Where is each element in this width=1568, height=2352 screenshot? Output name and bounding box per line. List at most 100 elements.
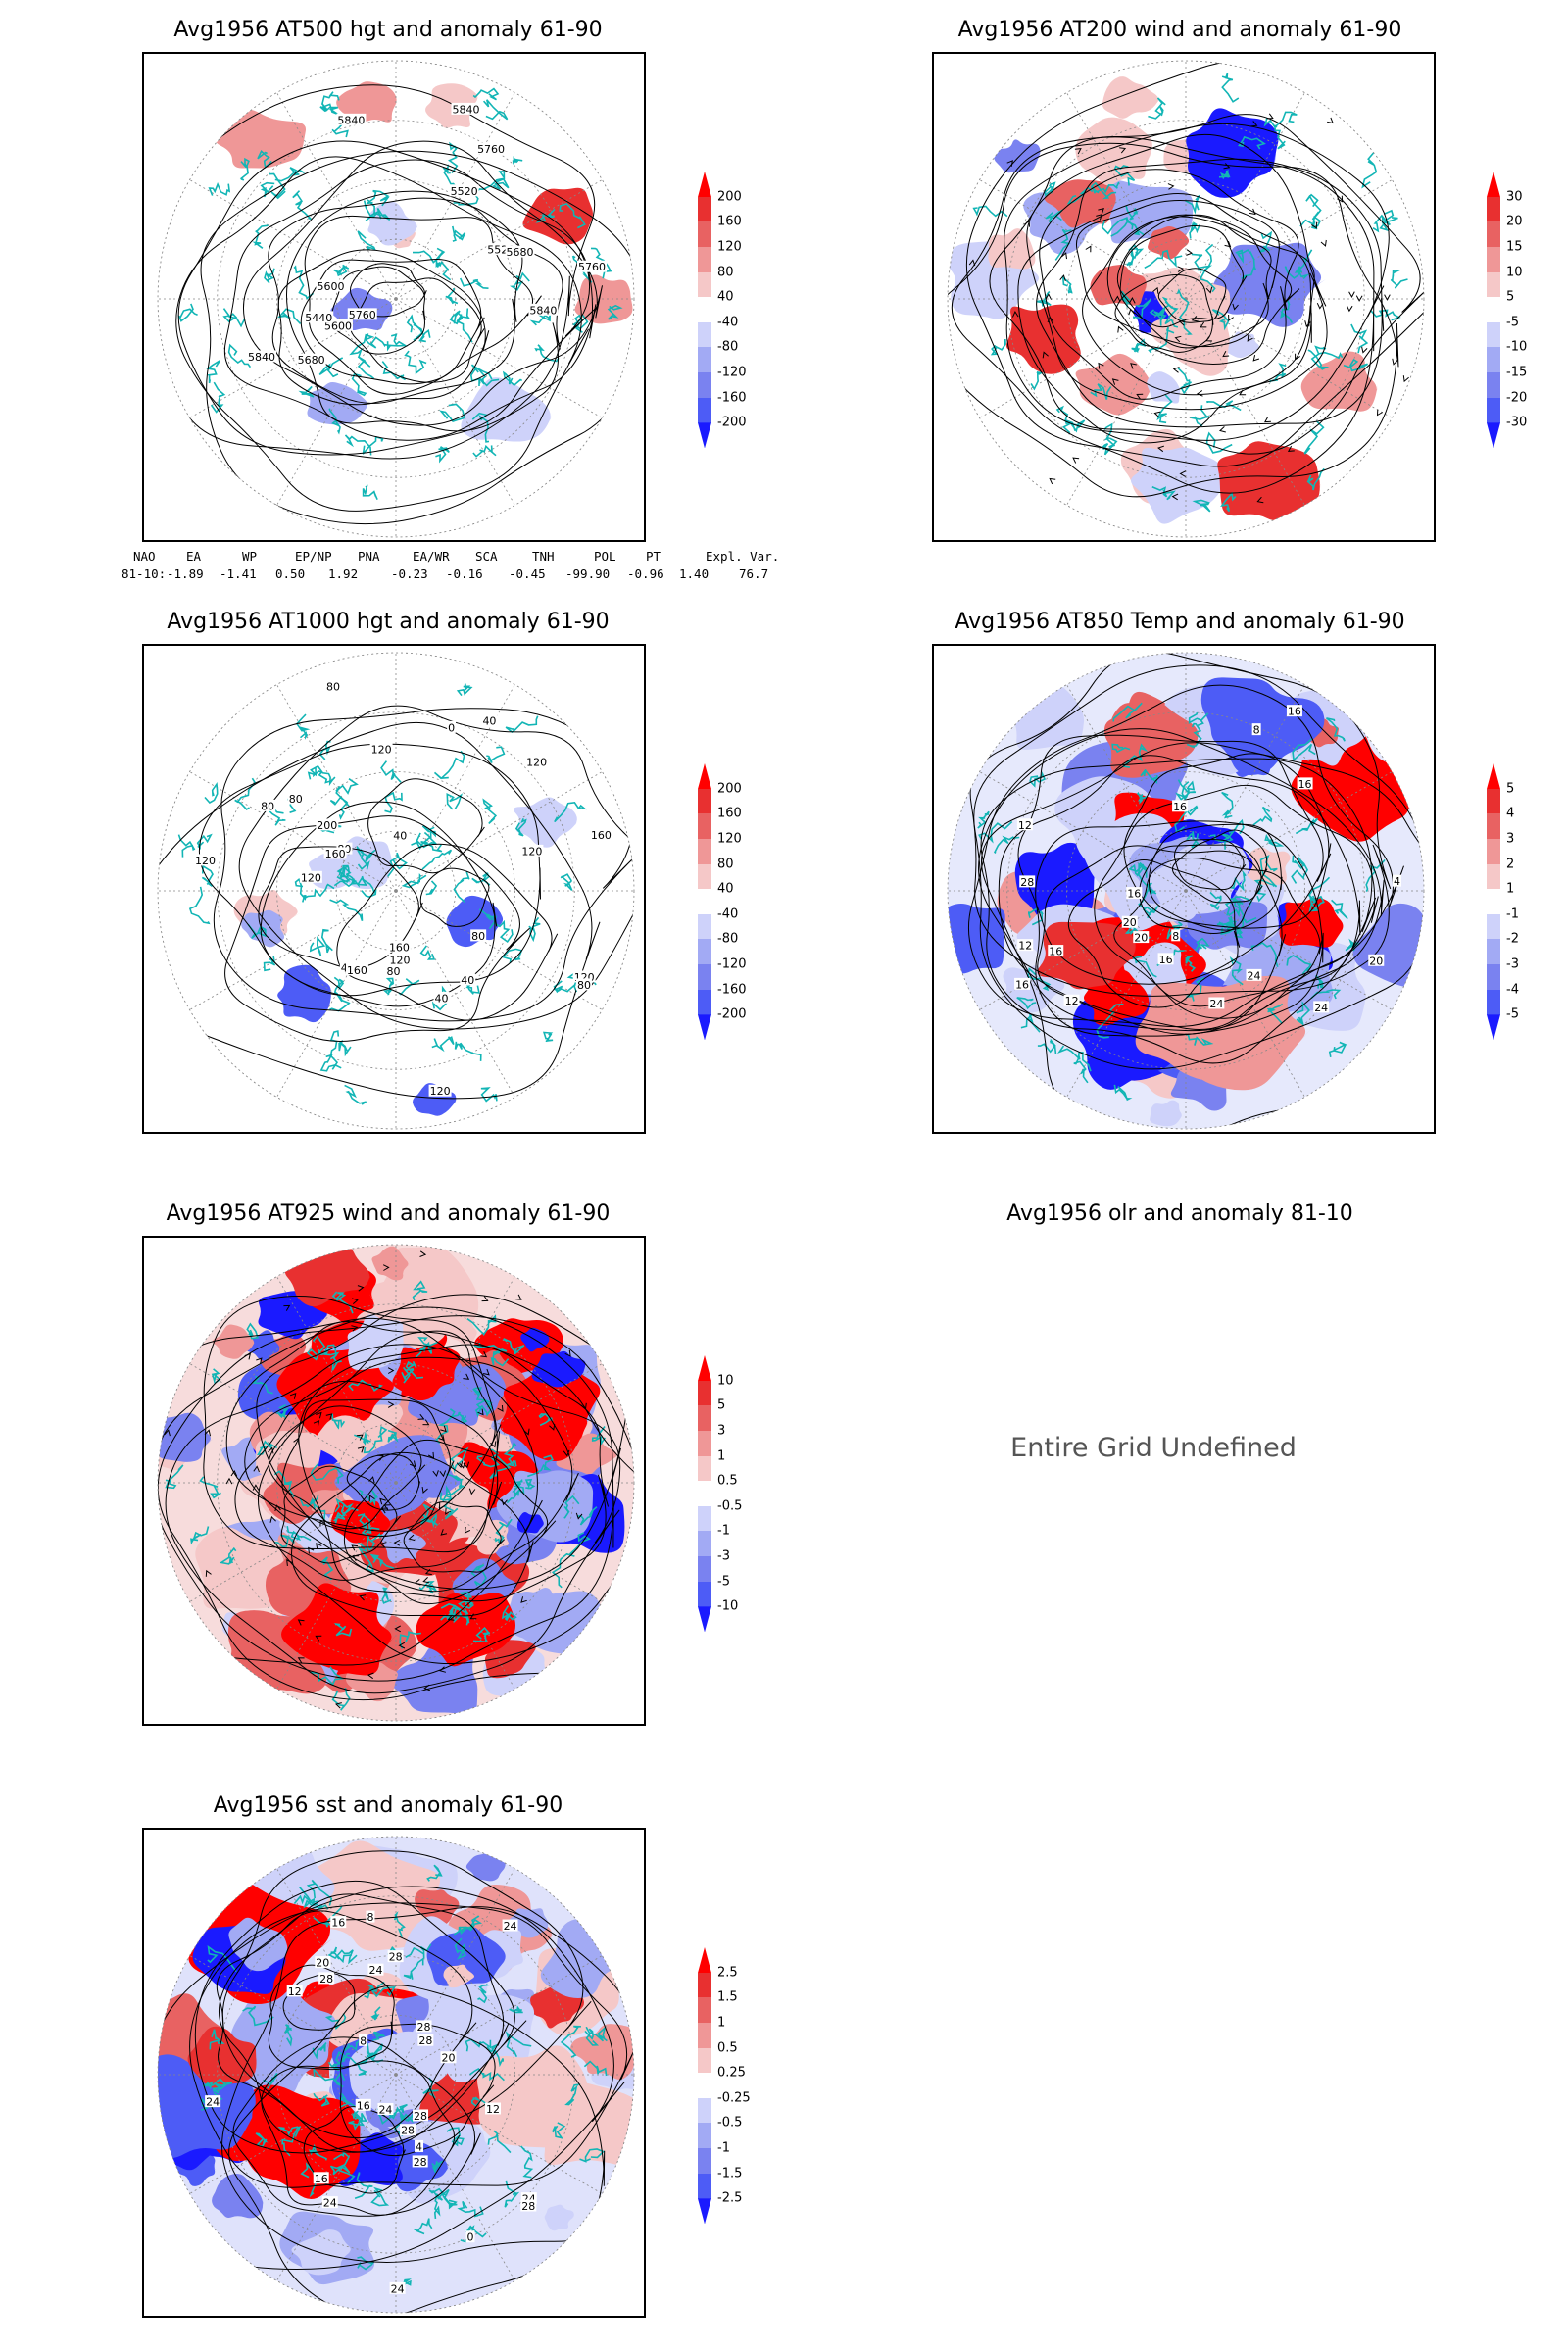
flow-arrow	[409, 1460, 416, 1468]
coastline	[274, 167, 306, 182]
coastline	[512, 156, 523, 165]
colorbar-cell	[698, 813, 711, 840]
index-value: 0.50	[275, 566, 306, 581]
contour-label-bg	[377, 2102, 394, 2115]
flow-arrow	[1117, 325, 1124, 333]
contour-label: 16	[1127, 888, 1141, 901]
coastline	[435, 260, 452, 281]
panel-title-olr: Avg1956 olr and anomaly 81-10	[1006, 1201, 1353, 1226]
coastline	[489, 1454, 512, 1480]
coastline	[365, 333, 392, 349]
coastline	[425, 880, 438, 896]
colorbar-wind925: 10 5 3 1 0.5 -0.5 -1 -3 -5 -10	[686, 1355, 774, 1633]
flow-arrow	[1295, 353, 1300, 361]
contour-label: 160	[591, 829, 612, 842]
coastline	[977, 810, 990, 829]
contour-line	[978, 728, 1385, 1032]
colorbar-label: -200	[717, 1006, 747, 1022]
flow-arrow	[1171, 493, 1179, 501]
contour-label: 120	[371, 743, 392, 756]
coastline	[524, 1478, 536, 1490]
contour-label: 120	[301, 871, 321, 884]
contour-label: 16	[331, 1917, 345, 1930]
coastline	[286, 1526, 312, 1542]
coastline	[413, 247, 446, 264]
coastline	[362, 435, 384, 455]
coastline	[450, 1446, 469, 1473]
contour-label: 20	[1134, 932, 1148, 945]
coastline	[418, 1341, 433, 1354]
coastline	[576, 1506, 598, 1526]
coastline	[421, 825, 437, 840]
coastline	[474, 1399, 493, 1418]
colorbar-cell	[1487, 964, 1500, 991]
flow-arrow	[230, 1469, 238, 1477]
flow-arrow	[367, 1672, 374, 1680]
coastline	[327, 1949, 358, 1965]
index-header: NAO	[133, 549, 156, 564]
flow-arrow	[1337, 195, 1344, 203]
panel-title-z500: Avg1956 AT500 hgt and anomaly 61-90	[173, 18, 603, 42]
streamline	[989, 114, 1424, 455]
anomaly-patch	[514, 797, 579, 848]
coastline	[201, 864, 214, 887]
contour-label-bg	[520, 2199, 537, 2212]
coastline	[1101, 216, 1129, 237]
coastline	[1156, 394, 1173, 424]
contour-line	[368, 778, 485, 874]
coastline	[453, 871, 470, 904]
streamline	[1039, 169, 1299, 400]
contour-label: 20	[442, 2052, 456, 2065]
coastline	[255, 2132, 269, 2148]
flow-arrow	[424, 1568, 432, 1576]
coastline	[363, 1425, 388, 1454]
colorbar-cell	[1487, 422, 1500, 449]
contour-label-bg	[575, 978, 592, 991]
flow-arrow	[1059, 274, 1066, 281]
meridian-line	[1185, 890, 1393, 1010]
streamline	[1075, 199, 1280, 348]
anomaly-patch	[1171, 975, 1311, 1091]
flow-arrow	[1224, 240, 1232, 248]
anomaly-patch	[1005, 304, 1081, 374]
coastline	[456, 683, 473, 697]
flow-arrow	[1346, 305, 1353, 313]
colorbar-label: 3	[717, 1423, 726, 1439]
coastline	[188, 886, 211, 925]
coastline	[1259, 855, 1278, 888]
coastline	[471, 412, 490, 443]
contour-label: 20	[1123, 916, 1137, 929]
coastline	[1125, 217, 1145, 236]
flow-arrow	[1249, 208, 1256, 216]
flow-arrow	[440, 1529, 448, 1536]
map-t850-svg: 16 12 8 12 16 24 20 16 4 8 12 20 28 24 16 24 20 16 16 16	[947, 652, 1425, 1130]
colorbar-label: -30	[1506, 415, 1528, 430]
coastline	[199, 1476, 221, 1499]
flow-arrow	[283, 1304, 291, 1311]
coastline	[571, 255, 593, 283]
flow-arrow	[1384, 294, 1391, 301]
streamline	[1119, 225, 1248, 328]
colorbar-t850: 5 4 3 2 1 -1 -2 -3 -4 -5	[1475, 763, 1563, 1041]
flow-arrow	[480, 1350, 488, 1358]
meridian-line	[395, 684, 515, 892]
colorbar-cell	[698, 321, 711, 348]
contour-label-bg	[313, 2172, 329, 2184]
coastline	[492, 177, 510, 190]
contour-line	[200, 150, 634, 525]
contour-label-bg	[525, 756, 549, 768]
meridian-line	[979, 298, 1187, 418]
coastline	[1218, 169, 1231, 180]
flow-arrow	[1024, 220, 1030, 227]
flow-arrow	[1252, 354, 1260, 362]
contour-label-bg	[299, 870, 322, 883]
colorbar-label: 1	[1506, 881, 1515, 897]
coastline	[207, 1944, 237, 1973]
coastline	[329, 1030, 340, 1070]
contour-label-bg	[347, 308, 377, 320]
index-value: -0.45	[509, 566, 546, 581]
streamline	[1157, 268, 1227, 323]
coastline	[480, 1087, 498, 1102]
contour-label-bg	[1368, 954, 1385, 966]
map-wind200-svg	[947, 60, 1425, 538]
